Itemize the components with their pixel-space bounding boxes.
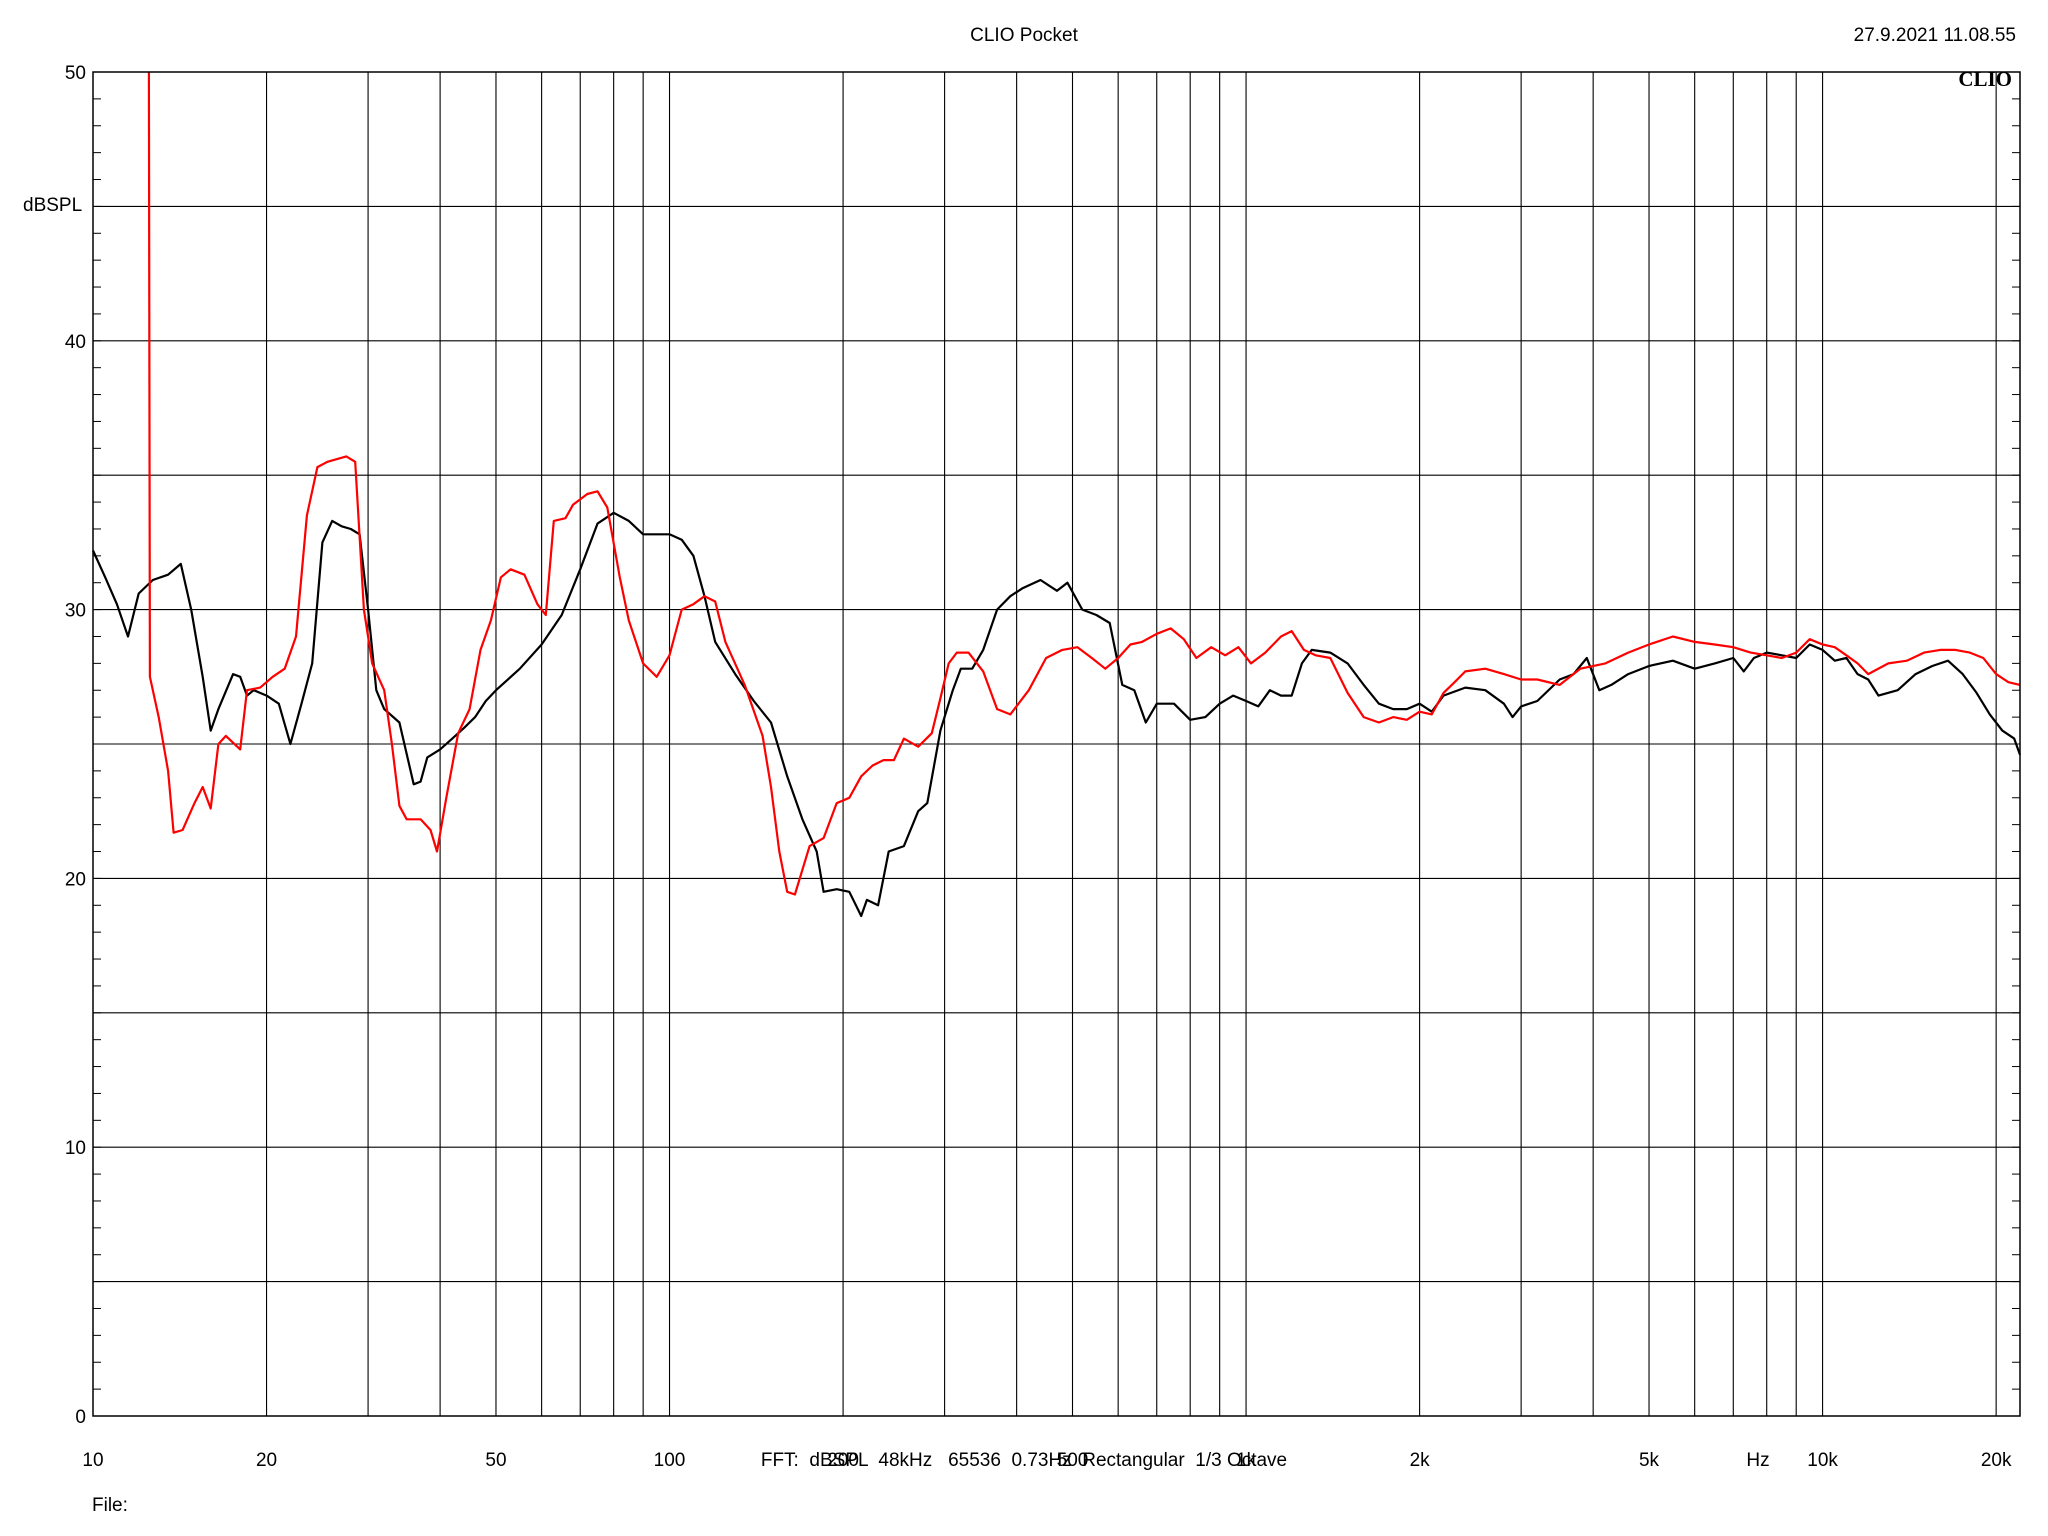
- x-tick-label: 5k: [1639, 1450, 1660, 1471]
- plot-frame: [92, 71, 2021, 1417]
- file-label: File:: [92, 1495, 128, 1516]
- x-tick-label: 200: [827, 1450, 859, 1471]
- y-tick-label: 30: [65, 601, 86, 622]
- y-tick-labels: 0 10 20 30 40 50: [65, 63, 86, 1428]
- y-tick-label: 40: [65, 332, 86, 353]
- clio-logo: CLIO: [1958, 67, 2012, 91]
- y-tick-label: 0: [75, 1407, 86, 1428]
- x-tick-label: 10k: [1807, 1450, 1838, 1471]
- timestamp: 27.9.2021 11.08.55: [1854, 25, 2016, 46]
- x-tick-label: 10: [82, 1450, 103, 1471]
- series-lines: [91, 71, 2022, 918]
- x-tick-label: 50: [485, 1450, 506, 1471]
- x-tick-label: 100: [654, 1450, 686, 1471]
- x-axis-unit-label: Hz: [1746, 1450, 1769, 1471]
- y-tick-label: 50: [65, 63, 86, 84]
- series-line-2: [147, 71, 2021, 896]
- y-tick-label: 10: [65, 1138, 86, 1159]
- x-tick-label: 500: [1057, 1450, 1089, 1471]
- y-axis-label: dBSPL: [23, 195, 82, 216]
- measurement-settings: FFT: dBSPL 48kHz 65536 0.73Hz Rectangula…: [761, 1450, 1287, 1471]
- x-tick-label: 2k: [1410, 1450, 1431, 1471]
- grid: [93, 72, 2020, 1416]
- y-tick-label: 20: [65, 869, 86, 890]
- x-tick-label: 1k: [1236, 1450, 1257, 1471]
- x-tick-label: 20: [256, 1450, 277, 1471]
- chart-title: CLIO Pocket: [970, 25, 1078, 46]
- series-line-1: [91, 511, 2022, 918]
- x-tick-label: 20k: [1981, 1450, 2012, 1471]
- x-tick-labels: 10 20 50 100 200 500 1k 2k 5k 10k 20k: [82, 1450, 2012, 1471]
